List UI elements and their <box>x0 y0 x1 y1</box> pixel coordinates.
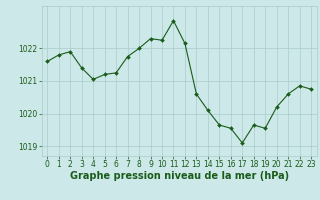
X-axis label: Graphe pression niveau de la mer (hPa): Graphe pression niveau de la mer (hPa) <box>70 171 289 181</box>
